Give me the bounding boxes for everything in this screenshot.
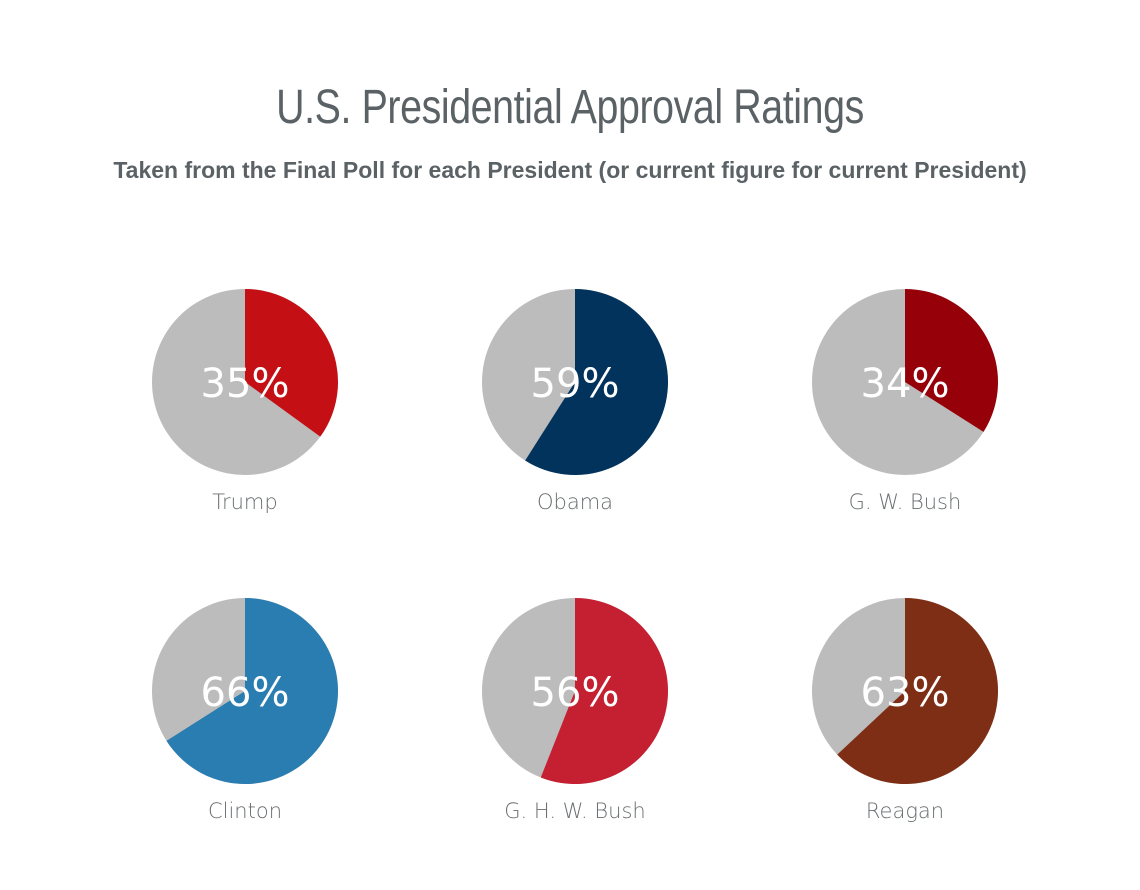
pie-percent-label: 59% <box>531 361 620 407</box>
pie-name-label: Clinton <box>208 799 282 823</box>
pie-clinton: 66% Clinton <box>152 598 339 823</box>
pie-value-slice <box>525 289 668 475</box>
pie-obama: 59% Obama <box>482 289 668 514</box>
pie-name-label: Obama <box>537 490 613 514</box>
pie-value-slice <box>837 598 999 784</box>
pie-reagan: 63% Reagan <box>812 598 999 823</box>
chart-title: U.S. Presidential Approval Ratings <box>276 81 864 134</box>
pie-name-label: G. H. W. Bush <box>504 799 645 823</box>
pie-value-slice <box>540 598 668 785</box>
pie-value-slice <box>245 289 338 437</box>
pie-value-slice <box>905 289 998 432</box>
chart-subtitle: Taken from the Final Poll for each Presi… <box>113 157 1027 183</box>
pie-percent-label: 35% <box>201 361 290 407</box>
pie-g-w-bush: 34% G. W. Bush <box>812 289 998 514</box>
pie-percent-label: 66% <box>201 670 290 716</box>
pie-g-h-w-bush: 56% G. H. W. Bush <box>482 598 668 823</box>
pie-value-slice <box>166 598 339 784</box>
pie-percent-label: 56% <box>531 670 620 716</box>
pie-percent-label: 63% <box>861 670 950 716</box>
pie-name-label: G. W. Bush <box>849 490 962 514</box>
pie-name-label: Reagan <box>866 799 944 823</box>
pie-name-label: Trump <box>212 490 277 514</box>
pie-trump: 35% Trump <box>152 289 338 514</box>
pie-percent-label: 34% <box>861 361 950 407</box>
